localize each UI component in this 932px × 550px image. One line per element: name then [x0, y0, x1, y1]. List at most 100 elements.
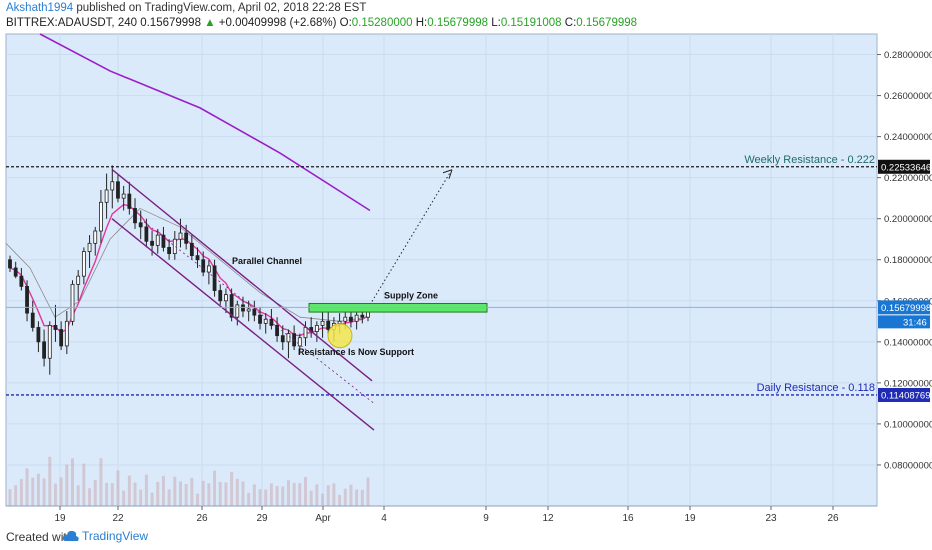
candle-body: [303, 327, 308, 339]
volume-bar: [116, 470, 120, 506]
volume-bar: [184, 484, 188, 506]
candle-body: [155, 234, 160, 246]
close-value: 0.15679998: [576, 17, 638, 29]
countdown-tag: 31:46: [903, 317, 927, 328]
candle-body: [286, 333, 291, 343]
volume-bar: [167, 489, 171, 506]
volume-bar: [366, 477, 370, 506]
volume-bar: [65, 464, 69, 506]
x-tick-label: 12: [542, 513, 554, 524]
candle-body: [133, 208, 137, 224]
volume-bar: [360, 489, 364, 506]
volume-bar: [88, 488, 92, 506]
x-tick-label: 19: [684, 513, 696, 524]
candle-body: [121, 193, 126, 199]
volume-bar: [252, 484, 256, 506]
y-tick-label: 0.20000000: [884, 214, 932, 225]
open-label: O:: [339, 17, 352, 29]
volume-bar: [303, 477, 307, 506]
volume-bar: [144, 474, 148, 506]
created-with-text: Created with: [6, 530, 74, 544]
candle-body: [337, 320, 342, 324]
volume-bar: [150, 492, 154, 506]
volume-bar: [8, 489, 12, 506]
daily-resistance-label: Daily Resistance - 0.118: [757, 382, 875, 394]
candle-body: [36, 327, 41, 343]
candle-body: [263, 318, 268, 324]
volume-bar: [42, 478, 46, 506]
candle-body: [13, 267, 18, 277]
candle-body: [138, 222, 143, 228]
x-tick-label: 9: [483, 513, 489, 524]
low-label: L:: [491, 17, 501, 29]
candle-body: [280, 335, 285, 343]
volume-bar: [48, 456, 52, 506]
volume-bar: [213, 470, 217, 506]
tradingview-cloud-icon: [62, 530, 79, 541]
candle-body: [349, 316, 353, 322]
candle-body: [314, 325, 319, 332]
volume-bar: [196, 493, 200, 506]
open-value: 0.15280000: [351, 17, 413, 29]
candle-body: [87, 242, 92, 252]
published-text: published on TradingView.com, April 02, …: [73, 2, 367, 14]
daily-price-tag: 0.11408769: [881, 390, 931, 401]
change-value: +0.00409998 (+2.68%): [218, 17, 337, 29]
candle-body: [224, 294, 228, 302]
volume-bar: [139, 489, 143, 506]
candle-body: [320, 320, 325, 326]
candle-body: [167, 247, 172, 254]
volume-bar: [218, 482, 222, 506]
weekly-resistance-label: Weekly Resistance - 0.222: [744, 154, 875, 166]
volume-bar: [105, 482, 109, 506]
highlight-circle: [327, 323, 353, 349]
volume-bar: [25, 468, 29, 506]
volume-bar: [201, 480, 205, 506]
publish-line: Akshath1994 published on TradingView.com…: [6, 2, 366, 14]
y-tick-label: 0.14000000: [884, 337, 932, 348]
volume-bar: [343, 488, 347, 506]
author-link[interactable]: Akshath1994: [6, 2, 74, 14]
price-chart[interactable]: 0.28000000 0.26000000 0.24000000 0.22000000…: [0, 32, 932, 524]
channel-lower-line: [111, 218, 375, 431]
candle-body: [292, 333, 297, 347]
up-arrow-icon: ▲: [204, 17, 216, 29]
candle-body: [76, 275, 81, 285]
close-label: C:: [564, 17, 577, 29]
y-tick-label: 0.18000000: [884, 255, 932, 266]
candle-body: [150, 240, 154, 246]
y-tick-label: 0.28000000: [884, 50, 932, 61]
y-tick-label: 0.08000000: [884, 460, 932, 471]
x-tick-label: 19: [54, 513, 66, 524]
volume-bar: [71, 458, 75, 506]
candle-body: [184, 232, 189, 244]
candle-body: [229, 294, 234, 318]
volume-bar: [14, 485, 18, 506]
candle-body: [172, 238, 177, 254]
x-tick-label: 29: [256, 513, 268, 524]
volume-bar: [36, 473, 40, 506]
low-value: 0.15191008: [500, 17, 562, 29]
volume-bar: [156, 482, 160, 506]
volume-bar: [93, 479, 97, 506]
volume-bar: [264, 489, 268, 506]
tradingview-brand[interactable]: TradingView: [82, 529, 149, 543]
weekly-price-tag-bg: [878, 159, 930, 174]
volume-bar: [315, 484, 319, 506]
candle-body: [275, 325, 279, 337]
volume-bar: [326, 485, 330, 506]
candle-body: [30, 312, 35, 328]
chart-header: Akshath1994 published on TradingView.com…: [0, 0, 932, 32]
candle-body: [246, 308, 251, 312]
candle-body: [360, 314, 365, 318]
candle-body: [195, 255, 200, 261]
candle-body: [59, 329, 64, 347]
candle-body: [189, 242, 194, 257]
weekly-price-tag: 0.22533646: [881, 162, 931, 173]
supply-zone-label: Supply Zone: [384, 290, 438, 300]
ma-200-line: [39, 33, 371, 212]
candle-body: [116, 181, 120, 199]
countdown-tag-bg: [878, 315, 930, 329]
volume-bar: [281, 486, 285, 506]
x-tick-label: 26: [827, 513, 839, 524]
